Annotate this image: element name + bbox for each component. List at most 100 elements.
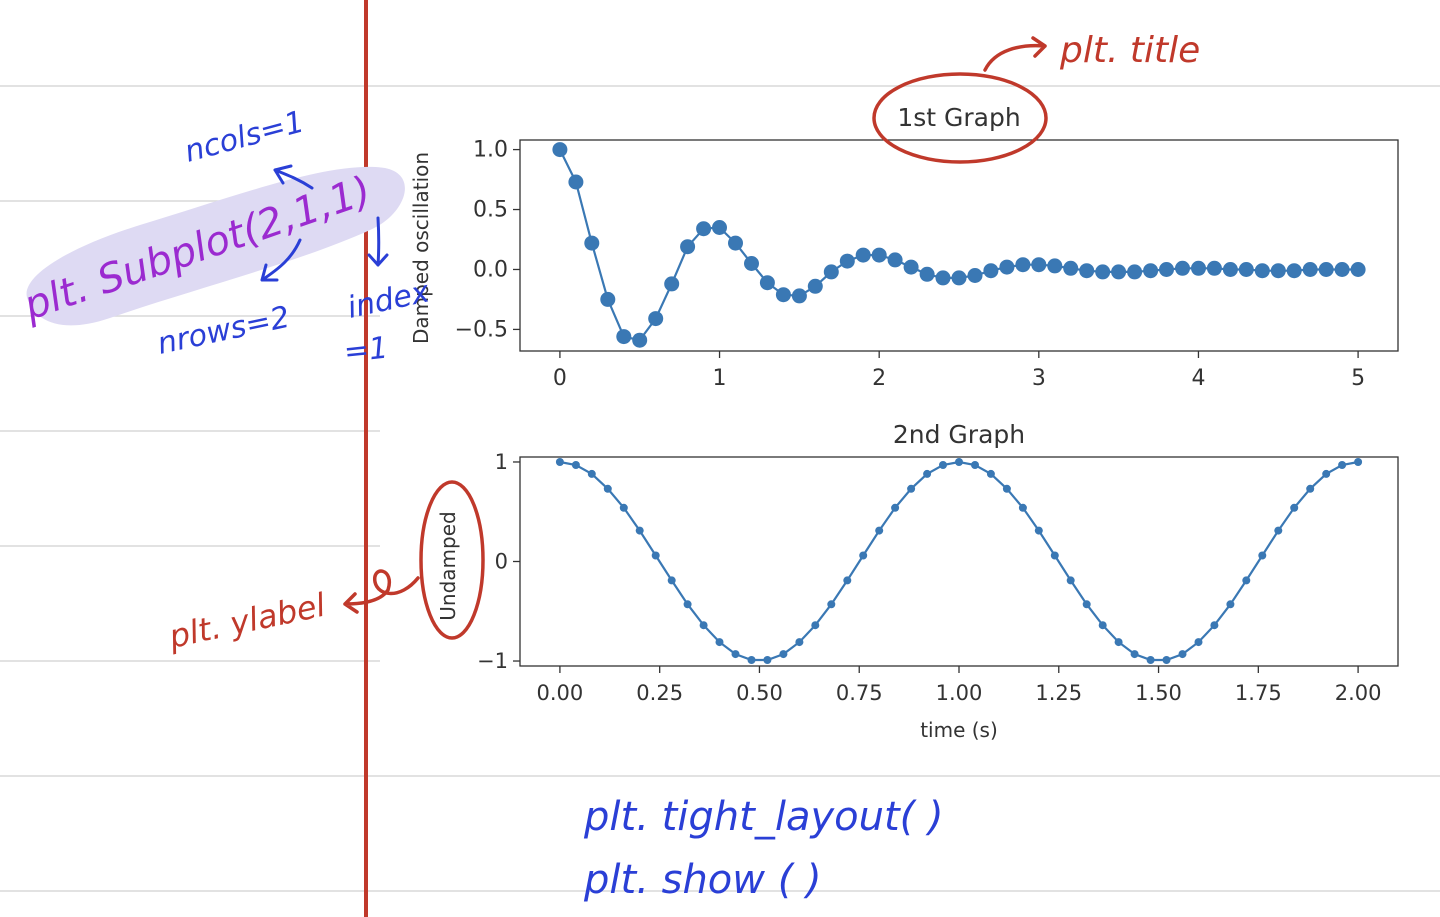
show-annotation: plt. show ( ) bbox=[583, 857, 822, 903]
x-tick-label: 4 bbox=[1191, 366, 1205, 391]
data-point bbox=[1162, 656, 1171, 664]
data-point bbox=[1334, 262, 1350, 277]
chart-undamped: 2nd Graph Undamped time (s) 0.00 0.25 0.50… bbox=[436, 420, 1399, 742]
data-point bbox=[1047, 258, 1063, 274]
data-point bbox=[699, 621, 708, 630]
data-point bbox=[903, 259, 919, 275]
data-point bbox=[907, 484, 916, 493]
data-point bbox=[1114, 638, 1123, 647]
plot-frame bbox=[519, 139, 1399, 352]
y-tick-label: 0 bbox=[495, 550, 508, 574]
data-point bbox=[1159, 262, 1174, 277]
data-point bbox=[1258, 551, 1267, 560]
data-point bbox=[552, 142, 568, 158]
data-point bbox=[955, 458, 963, 466]
data-point bbox=[1063, 260, 1079, 276]
data-point bbox=[600, 291, 616, 307]
x-tick-label: 3 bbox=[1032, 366, 1046, 391]
data-point bbox=[664, 276, 680, 292]
data-point bbox=[775, 287, 791, 303]
data-point bbox=[1066, 576, 1075, 585]
y-axis-label: Undamped bbox=[436, 511, 460, 620]
data-point bbox=[1354, 458, 1363, 466]
series-line bbox=[558, 149, 1359, 342]
index-value-annotation: =1 bbox=[342, 331, 390, 370]
data-point bbox=[971, 461, 979, 469]
chart-damped: 1st Graph Damped oscillation 0 1 2 3 4 5 1.0 0.… bbox=[409, 103, 1399, 391]
title-arrow-icon bbox=[983, 36, 1047, 72]
data-point bbox=[887, 252, 903, 268]
series-line bbox=[559, 460, 1359, 662]
data-point bbox=[747, 656, 756, 664]
data-point bbox=[648, 311, 664, 327]
data-point bbox=[571, 461, 580, 469]
x-axis-label: time (s) bbox=[920, 718, 998, 742]
ylabel-arrow-icon bbox=[343, 569, 420, 614]
data-point bbox=[795, 638, 804, 647]
title-circle bbox=[872, 72, 1048, 164]
data-point bbox=[843, 576, 852, 585]
ylabel-annotation: plt. ylabel bbox=[165, 586, 329, 656]
data-point bbox=[616, 329, 632, 345]
data-point bbox=[827, 600, 836, 609]
data-point bbox=[1146, 656, 1155, 664]
data-point bbox=[923, 469, 932, 478]
data-point bbox=[584, 235, 600, 251]
data-point bbox=[919, 266, 935, 282]
data-point bbox=[791, 288, 807, 304]
x-tick-label: 0.25 bbox=[636, 681, 683, 705]
data-point bbox=[1290, 503, 1299, 512]
ncols-annotation: ncols=1 bbox=[181, 104, 308, 169]
data-point bbox=[1322, 469, 1331, 478]
y-tick-label: −0.5 bbox=[455, 317, 508, 342]
data-point bbox=[1034, 526, 1043, 535]
y-tick-label: 1 bbox=[495, 450, 508, 474]
data-point bbox=[1210, 621, 1219, 630]
data-point bbox=[568, 174, 584, 190]
data-point bbox=[715, 638, 724, 647]
index-arrow-icon bbox=[367, 216, 389, 267]
x-tick-label: 0.75 bbox=[836, 681, 883, 705]
data-point bbox=[680, 239, 696, 255]
data-point bbox=[1270, 263, 1286, 279]
data-point bbox=[1018, 503, 1027, 512]
data-point bbox=[1306, 484, 1315, 493]
data-point bbox=[1350, 262, 1366, 277]
data-point bbox=[712, 220, 727, 235]
data-point bbox=[1130, 650, 1139, 659]
data-point bbox=[871, 247, 887, 263]
data-point bbox=[1015, 257, 1031, 273]
data-point bbox=[1286, 263, 1302, 279]
y-axis-label: Damped oscillation bbox=[409, 152, 433, 344]
data-point bbox=[1191, 260, 1206, 276]
data-point bbox=[935, 270, 951, 286]
highlight-blob bbox=[26, 166, 405, 326]
data-point bbox=[807, 278, 823, 294]
data-point bbox=[1318, 262, 1334, 277]
data-point bbox=[1178, 650, 1187, 659]
data-point bbox=[875, 526, 884, 535]
data-point bbox=[1222, 262, 1238, 277]
data-point bbox=[1274, 526, 1283, 535]
data-point bbox=[779, 650, 788, 659]
x-tick-label: 1.00 bbox=[936, 681, 983, 705]
ncols-arrow-icon bbox=[273, 164, 314, 190]
y-tick-label: 0.5 bbox=[473, 198, 508, 223]
data-point bbox=[1111, 264, 1127, 280]
data-point bbox=[763, 656, 772, 664]
data-point bbox=[1002, 484, 1011, 493]
nrows-annotation: nrows=2 bbox=[154, 300, 292, 362]
title-annotation: plt. title bbox=[1059, 30, 1200, 71]
data-point bbox=[1238, 262, 1254, 277]
data-point bbox=[839, 253, 855, 269]
data-point bbox=[823, 264, 839, 280]
plot-frame bbox=[519, 456, 1399, 667]
data-point bbox=[891, 503, 900, 512]
data-point bbox=[1082, 600, 1091, 609]
x-tick-label: 0.00 bbox=[537, 681, 584, 705]
y-tick-label: 1.0 bbox=[473, 138, 508, 163]
data-point bbox=[855, 247, 871, 263]
data-point bbox=[811, 621, 820, 630]
data-point bbox=[744, 256, 759, 271]
data-point bbox=[651, 551, 660, 560]
